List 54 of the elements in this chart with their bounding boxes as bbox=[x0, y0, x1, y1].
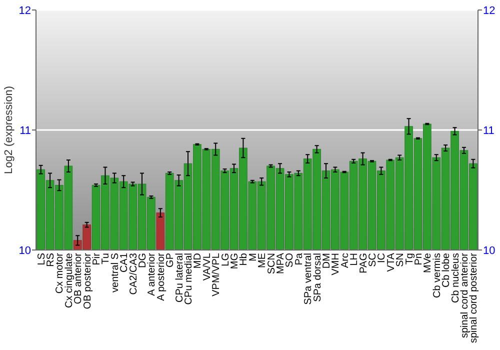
x-tick-label: LH bbox=[349, 253, 360, 266]
y-tick-label: 10 bbox=[18, 244, 31, 257]
x-tick-label: MD bbox=[192, 253, 204, 269]
x-tick-label: VA/VL bbox=[202, 252, 213, 281]
x-tick-label: spinal cord anterior bbox=[459, 252, 470, 338]
x-tick-label: SPa ventral bbox=[303, 253, 314, 305]
x-tick-label: LG bbox=[220, 252, 232, 266]
x-tick-label: VPM/VPL bbox=[211, 252, 222, 296]
x-tick-label: RS bbox=[46, 252, 57, 267]
x-tick-label: Hb bbox=[238, 252, 250, 266]
x-tick-label: spinal cord posterior bbox=[468, 252, 480, 344]
y-tick-label: 11 bbox=[20, 124, 31, 137]
x-tick-label: CPu lateral bbox=[174, 253, 186, 302]
x-tick-label: Tg bbox=[404, 253, 416, 265]
x-tick-label: SC bbox=[367, 253, 378, 267]
x-tick-label: A anterior bbox=[146, 252, 158, 296]
x-tick-label: SCN bbox=[266, 253, 278, 274]
x-tick-label: CA2/CA3 bbox=[128, 252, 140, 295]
x-tick-label: M bbox=[248, 253, 259, 262]
x-tick-label: Pir bbox=[92, 252, 103, 266]
x-tick-label: MPA bbox=[275, 252, 286, 274]
y-tick-label: 12 bbox=[18, 4, 31, 17]
x-tick-label: Cb nucleus bbox=[450, 253, 462, 304]
x-tick-label: GP bbox=[165, 252, 176, 268]
x-tick-label: ME bbox=[257, 252, 268, 268]
x-tick-label: Cb vermis bbox=[432, 253, 443, 298]
y2-tick-label: 11 bbox=[483, 124, 494, 137]
y2-tick-label: 10 bbox=[483, 244, 496, 257]
x-tick-label: CA1 bbox=[119, 252, 130, 272]
x-tick-label: DM bbox=[321, 253, 332, 269]
y2-tick-label: 12 bbox=[483, 4, 496, 17]
x-tick-label: IC bbox=[376, 253, 388, 263]
x-tick-label: SN bbox=[395, 253, 406, 267]
x-tick-label: PAG bbox=[358, 252, 370, 274]
x-tick-label: ventral S bbox=[110, 252, 121, 292]
x-tick-label: VMH bbox=[330, 253, 342, 276]
x-tick-label: Pa bbox=[294, 252, 305, 266]
y-axis-title: Log2 (expression) bbox=[2, 86, 15, 174]
x-tick-label: MVe bbox=[422, 252, 434, 274]
x-tick-label: SPa dorsal bbox=[312, 253, 324, 302]
x-tick-label: SO bbox=[284, 252, 296, 268]
x-tick-label: Cx cingulate bbox=[64, 252, 75, 308]
x-tick-label: DG bbox=[138, 252, 149, 268]
x-tick-label: CPu medial bbox=[184, 253, 195, 305]
x-tick-label: Cb lobe bbox=[441, 252, 452, 288]
x-tick-label: VTA bbox=[386, 252, 397, 272]
x-tick-label: Pn bbox=[413, 253, 424, 266]
x-tick-label: OB posterior bbox=[82, 252, 94, 310]
x-tick-label: LS bbox=[36, 252, 48, 266]
x-tick-label: A posterior bbox=[156, 252, 167, 301]
x-tick-label: OB anterior bbox=[73, 252, 84, 304]
x-tick-label: Tu bbox=[100, 253, 112, 264]
x-tick-label: Cx motor bbox=[54, 252, 66, 294]
x-tick-label: Arc bbox=[340, 253, 351, 268]
